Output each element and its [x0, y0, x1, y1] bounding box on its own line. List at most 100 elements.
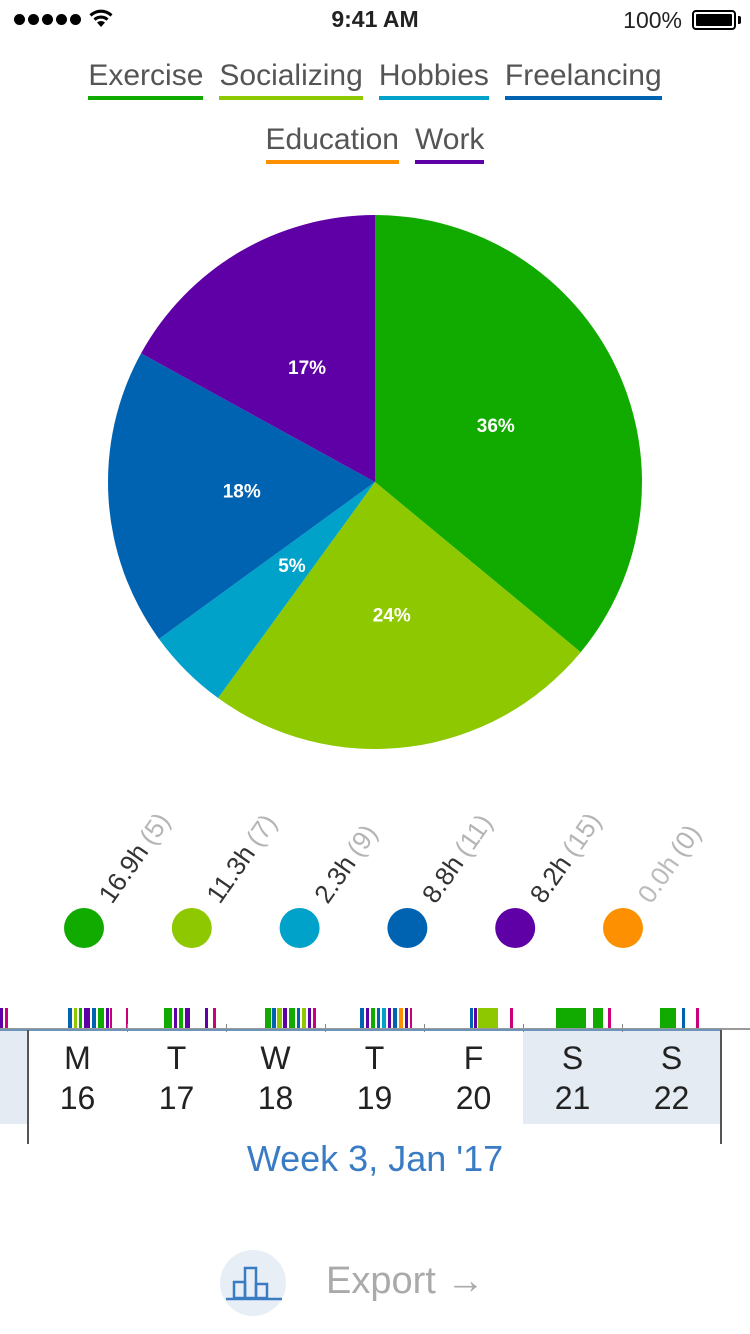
activity-block — [110, 1008, 112, 1028]
activity-block — [277, 1008, 282, 1028]
activity-block — [297, 1008, 300, 1028]
count-label: (15) — [556, 807, 607, 862]
legend-item-education[interactable]: Education — [265, 122, 399, 164]
activity-block — [405, 1008, 408, 1028]
activity-block — [68, 1008, 72, 1028]
day-date: 18 — [257, 1080, 294, 1116]
activity-block — [696, 1008, 699, 1028]
pie-label-work: 17% — [288, 358, 326, 379]
category-dot-hobbies[interactable] — [279, 908, 320, 948]
day-column[interactable]: W 18 — [226, 1038, 325, 1118]
previous-week-shade — [0, 1030, 28, 1124]
day-letter: W — [260, 1040, 291, 1076]
category-dot-education[interactable] — [603, 908, 643, 948]
activity-block — [474, 1008, 477, 1028]
category-total-exercise: 16.9h(5) — [92, 807, 176, 908]
activity-block — [410, 1008, 412, 1028]
weekend-shade — [523, 1030, 622, 1124]
pie-label-freelancing: 18% — [223, 481, 261, 502]
activity-strip — [0, 1008, 699, 1028]
day-date: 21 — [554, 1080, 591, 1116]
activity-block — [393, 1008, 397, 1028]
svg-text:11.3h(7): 11.3h(7) — [200, 809, 282, 909]
category-dot-freelancing[interactable] — [387, 908, 428, 948]
category-dot-work[interactable] — [495, 908, 536, 948]
day-letter: S — [561, 1040, 584, 1076]
activity-block — [283, 1008, 287, 1028]
activity-block — [682, 1008, 685, 1028]
legend-item-exercise[interactable]: Exercise — [88, 58, 204, 100]
day-date: 19 — [356, 1080, 393, 1116]
category-dot-socializing[interactable] — [171, 908, 212, 948]
activity-block — [470, 1008, 473, 1028]
activity-block — [289, 1008, 295, 1028]
hours-label: 11.3h — [200, 840, 261, 909]
stats-button[interactable] — [220, 1250, 286, 1316]
category-total-hobbies: 2.3h(9) — [308, 819, 383, 909]
activity-block — [478, 1008, 498, 1028]
category-total-socializing: 11.3h(7) — [200, 809, 282, 909]
category-totals: 16.9h(5) 11.3h(7) 2.3h(9) 8.8h(11) 8.2h(15) 0… — [64, 807, 707, 948]
day-letter: M — [64, 1040, 91, 1076]
pie-label-socializing: 24% — [373, 605, 411, 626]
hours-label: 8.2h — [524, 850, 578, 909]
day-column[interactable]: T 19 — [325, 1038, 424, 1118]
activity-block — [660, 1008, 676, 1028]
activity-block — [313, 1008, 316, 1028]
hours-label: 8.8h — [416, 850, 470, 909]
count-label: (11) — [448, 809, 498, 863]
activity-block — [308, 1008, 311, 1028]
activity-block — [84, 1008, 90, 1028]
legend-item-freelancing[interactable]: Freelancing — [504, 58, 662, 100]
week-timeline[interactable]: M 16 T 17 W 18 T 19 F 20 S 21 S 22 — [0, 1000, 750, 1160]
signal-strength-icon — [14, 14, 81, 25]
activity-block — [164, 1008, 172, 1028]
day-column[interactable]: M 16 — [28, 1038, 127, 1118]
day-column[interactable]: F 20 — [424, 1038, 523, 1118]
legend-item-hobbies[interactable]: Hobbies — [378, 58, 489, 100]
selected-week-line — [0, 1029, 722, 1031]
category-dot-exercise[interactable] — [64, 908, 104, 948]
legend-item-socializing[interactable]: Socializing — [219, 58, 363, 100]
category-total-education: 0.0h(0) — [631, 819, 706, 909]
day-letter: T — [364, 1040, 385, 1076]
activity-block — [79, 1008, 82, 1028]
battery-percent: 100% — [623, 7, 682, 33]
pie-slice-exercise[interactable] — [375, 215, 643, 653]
activity-block — [5, 1008, 8, 1028]
activity-block — [272, 1008, 276, 1028]
hours-label: 0.0h — [631, 850, 685, 909]
export-button[interactable]: Export → — [326, 1260, 485, 1302]
pie-slice-hobbies[interactable] — [158, 482, 375, 699]
legend-item-work[interactable]: Work — [414, 122, 485, 164]
count-label: (5) — [133, 807, 176, 850]
activity-block — [371, 1008, 375, 1028]
pie-slice-work[interactable] — [141, 215, 375, 482]
activity-block — [302, 1008, 306, 1028]
week-label[interactable]: Week 3, Jan '17 — [246, 1138, 504, 1179]
pie-slice-socializing[interactable] — [218, 482, 581, 749]
day-date: 16 — [59, 1080, 96, 1116]
day-column[interactable]: T 17 — [127, 1038, 226, 1118]
svg-text:8.8h(11): 8.8h(11) — [416, 809, 498, 909]
svg-text:0.0h(0): 0.0h(0) — [631, 819, 706, 909]
day-letter: S — [660, 1040, 683, 1076]
activity-block — [510, 1008, 513, 1028]
svg-text:16.9h(5): 16.9h(5) — [92, 807, 176, 908]
week-start-border — [27, 1030, 29, 1144]
day-date: 20 — [455, 1080, 492, 1116]
day-column[interactable]: S 21 — [523, 1038, 622, 1118]
activity-block — [98, 1008, 104, 1028]
activity-block — [126, 1008, 128, 1028]
day-letter: T — [166, 1040, 187, 1076]
day-date: 22 — [653, 1080, 690, 1116]
pie-slice-freelancing[interactable] — [108, 353, 376, 639]
battery-tip — [738, 16, 741, 24]
activity-block — [74, 1008, 77, 1028]
activity-block — [0, 1008, 3, 1028]
activity-block — [179, 1008, 183, 1028]
category-legend: Exercise Socializing Hobbies Freelancing Edu… — [40, 58, 710, 164]
svg-text:2.3h(9): 2.3h(9) — [308, 819, 383, 909]
day-column[interactable]: S 22 — [622, 1038, 721, 1118]
activity-block — [593, 1008, 603, 1028]
